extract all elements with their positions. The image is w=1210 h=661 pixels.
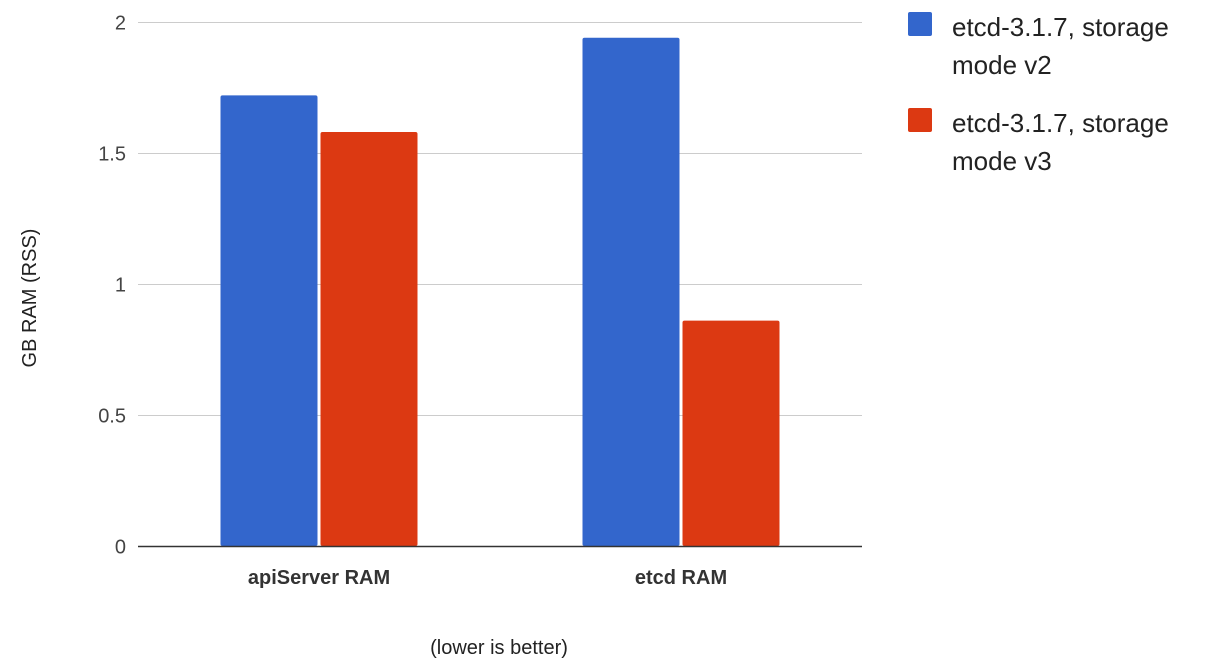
legend-swatch xyxy=(908,108,932,132)
legend-swatch xyxy=(908,12,932,36)
y-tick-label: 0 xyxy=(115,537,126,559)
x-category-label: apiServer RAM xyxy=(248,567,390,589)
y-tick-label: 0.5 xyxy=(98,406,126,428)
axes: 0 0.5 1 1.5 2 apiServer RAM etcd RAM xyxy=(98,13,862,589)
x-axis-title: (lower is better) xyxy=(430,637,568,659)
x-category-label: etcd RAM xyxy=(635,567,727,589)
legend-label: mode v3 xyxy=(952,146,1052,176)
legend-label: mode v2 xyxy=(952,50,1052,80)
bar-1-apiserver-ram xyxy=(220,95,318,547)
bar-1-etcd-ram xyxy=(582,37,680,546)
bar-2-apiserver-ram xyxy=(320,132,418,547)
legend: etcd-3.1.7, storage mode v2 etcd-3.1.7, st… xyxy=(908,12,1169,176)
y-axis-title: GB RAM (RSS) xyxy=(19,229,41,368)
y-tick-label: 1 xyxy=(115,275,126,297)
legend-label: etcd-3.1.7, storage xyxy=(952,12,1169,42)
legend-label: etcd-3.1.7, storage xyxy=(952,108,1169,138)
y-tick-label: 2 xyxy=(115,13,126,35)
bar-2-etcd-ram xyxy=(682,320,780,546)
y-tick-label: 1.5 xyxy=(98,144,126,166)
bars xyxy=(220,37,780,547)
